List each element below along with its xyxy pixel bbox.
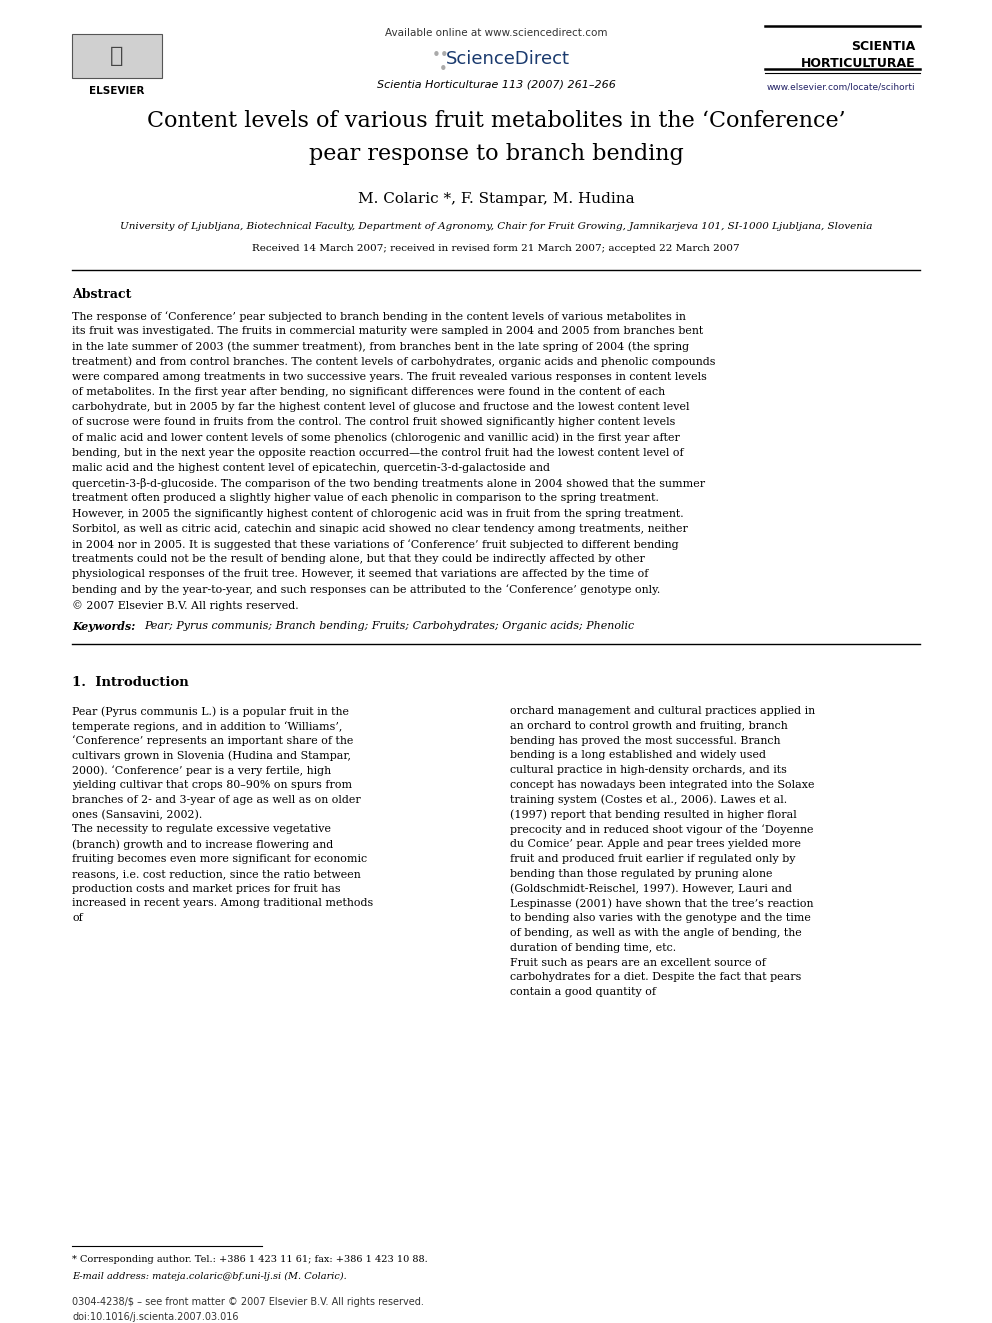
Text: treatment) and from control branches. The content levels of carbohydrates, organ: treatment) and from control branches. Th… — [72, 357, 715, 368]
Text: orchard management and cultural practices applied in: orchard management and cultural practice… — [510, 706, 815, 716]
Text: production costs and market prices for fruit has: production costs and market prices for f… — [72, 884, 340, 893]
Text: physiological responses of the fruit tree. However, it seemed that variations ar: physiological responses of the fruit tre… — [72, 569, 649, 579]
Text: duration of bending time, etc.: duration of bending time, etc. — [510, 943, 677, 953]
Text: concept has nowadays been integrated into the Solaxe: concept has nowadays been integrated int… — [510, 781, 814, 790]
Text: SCIENTIA: SCIENTIA — [851, 40, 915, 53]
Text: precocity and in reduced shoot vigour of the ‘Doyenne: precocity and in reduced shoot vigour of… — [510, 824, 813, 835]
Text: of malic acid and lower content levels of some phenolics (chlorogenic and vanill: of malic acid and lower content levels o… — [72, 433, 680, 443]
Text: its fruit was investigated. The fruits in commercial maturity were sampled in 20: its fruit was investigated. The fruits i… — [72, 327, 703, 336]
Text: in 2004 nor in 2005. It is suggested that these variations of ‘Conference’ fruit: in 2004 nor in 2005. It is suggested tha… — [72, 538, 679, 550]
Text: carbohydrate, but in 2005 by far the highest content level of glucose and fructo: carbohydrate, but in 2005 by far the hig… — [72, 402, 689, 413]
Text: were compared among treatments in two successive years. The fruit revealed vario: were compared among treatments in two su… — [72, 372, 707, 382]
Text: 🌳: 🌳 — [110, 46, 124, 66]
Text: branches of 2- and 3-year of age as well as on older: branches of 2- and 3-year of age as well… — [72, 795, 361, 804]
Text: ••
 •: •• • — [433, 48, 450, 77]
Text: cultural practice in high-density orchards, and its: cultural practice in high-density orchar… — [510, 765, 787, 775]
Text: Pear; Pyrus communis; Branch bending; Fruits; Carbohydrates; Organic acids; Phen: Pear; Pyrus communis; Branch bending; Fr… — [144, 620, 634, 631]
Text: 1.  Introduction: 1. Introduction — [72, 676, 188, 689]
Text: Lespinasse (2001) have shown that the tree’s reaction: Lespinasse (2001) have shown that the tr… — [510, 898, 813, 909]
Text: © 2007 Elsevier B.V. All rights reserved.: © 2007 Elsevier B.V. All rights reserved… — [72, 599, 299, 611]
Text: Fruit such as pears are an excellent source of: Fruit such as pears are an excellent sou… — [510, 958, 766, 967]
Text: Abstract: Abstract — [72, 288, 131, 302]
Text: Pear (Pyrus communis L.) is a popular fruit in the: Pear (Pyrus communis L.) is a popular fr… — [72, 706, 349, 717]
Text: malic acid and the highest content level of epicatechin, quercetin-3-d-galactosi: malic acid and the highest content level… — [72, 463, 550, 474]
Text: to bending also varies with the genotype and the time: to bending also varies with the genotype… — [510, 913, 810, 923]
Text: ‘Conference’ represents an important share of the: ‘Conference’ represents an important sha… — [72, 736, 353, 746]
Text: ones (Sansavini, 2002).: ones (Sansavini, 2002). — [72, 810, 202, 820]
Text: E-mail address: mateja.colaric@bf.uni-lj.si (M. Colaric).: E-mail address: mateja.colaric@bf.uni-lj… — [72, 1271, 347, 1281]
Text: However, in 2005 the significantly highest content of chlorogenic acid was in fr: However, in 2005 the significantly highe… — [72, 508, 683, 519]
Text: cultivars grown in Slovenia (Hudina and Stampar,: cultivars grown in Slovenia (Hudina and … — [72, 750, 351, 761]
Text: reasons, i.e. cost reduction, since the ratio between: reasons, i.e. cost reduction, since the … — [72, 869, 361, 878]
Text: The response of ‘Conference’ pear subjected to branch bending in the content lev: The response of ‘Conference’ pear subjec… — [72, 311, 685, 321]
Text: (1997) report that bending resulted in higher floral: (1997) report that bending resulted in h… — [510, 810, 797, 820]
Text: du Comice’ pear. Apple and pear trees yielded more: du Comice’ pear. Apple and pear trees yi… — [510, 839, 801, 849]
Text: Available online at www.sciencedirect.com: Available online at www.sciencedirect.co… — [385, 28, 607, 38]
Text: (Goldschmidt-Reischel, 1997). However, Lauri and: (Goldschmidt-Reischel, 1997). However, L… — [510, 884, 792, 894]
Text: www.elsevier.com/locate/scihorti: www.elsevier.com/locate/scihorti — [767, 83, 915, 93]
Text: an orchard to control growth and fruiting, branch: an orchard to control growth and fruitin… — [510, 721, 788, 730]
Text: temperate regions, and in addition to ‘Williams’,: temperate regions, and in addition to ‘W… — [72, 721, 342, 732]
Text: treatments could not be the result of bending alone, but that they could be indi: treatments could not be the result of be… — [72, 554, 645, 564]
Text: in the late summer of 2003 (the summer treatment), from branches bent in the lat: in the late summer of 2003 (the summer t… — [72, 341, 689, 352]
Text: training system (Costes et al., 2006). Lawes et al.: training system (Costes et al., 2006). L… — [510, 795, 787, 806]
Text: bending than those regulated by pruning alone: bending than those regulated by pruning … — [510, 869, 773, 878]
Text: ScienceDirect: ScienceDirect — [446, 50, 570, 67]
Text: doi:10.1016/j.scienta.2007.03.016: doi:10.1016/j.scienta.2007.03.016 — [72, 1312, 238, 1322]
Text: bending and by the year-to-year, and such responses can be attributed to the ‘Co: bending and by the year-to-year, and suc… — [72, 585, 661, 595]
Text: quercetin-3-β-d-glucoside. The comparison of the two bending treatments alone in: quercetin-3-β-d-glucoside. The compariso… — [72, 478, 705, 490]
Text: fruiting becomes even more significant for economic: fruiting becomes even more significant f… — [72, 855, 367, 864]
Text: fruit and produced fruit earlier if regulated only by: fruit and produced fruit earlier if regu… — [510, 855, 796, 864]
Text: bending, but in the next year the opposite reaction occurred—the control fruit h: bending, but in the next year the opposi… — [72, 447, 683, 458]
Text: increased in recent years. Among traditional methods: increased in recent years. Among traditi… — [72, 898, 373, 909]
Text: M. Colaric *, F. Stampar, M. Hudina: M. Colaric *, F. Stampar, M. Hudina — [358, 192, 634, 206]
Text: carbohydrates for a diet. Despite the fact that pears: carbohydrates for a diet. Despite the fa… — [510, 972, 802, 983]
Text: Sorbitol, as well as citric acid, catechin and sinapic acid showed no clear tend: Sorbitol, as well as citric acid, catech… — [72, 524, 687, 533]
Text: (branch) growth and to increase flowering and: (branch) growth and to increase flowerin… — [72, 839, 333, 849]
Text: Content levels of various fruit metabolites in the ‘Conference’: Content levels of various fruit metaboli… — [147, 110, 845, 132]
Text: bending is a long established and widely used: bending is a long established and widely… — [510, 750, 766, 761]
Text: yielding cultivar that crops 80–90% on spurs from: yielding cultivar that crops 80–90% on s… — [72, 781, 352, 790]
Text: treatment often produced a slightly higher value of each phenolic in comparison : treatment often produced a slightly high… — [72, 493, 659, 503]
Text: Keywords:: Keywords: — [72, 620, 135, 632]
Text: of: of — [72, 913, 82, 923]
Text: bending has proved the most successful. Branch: bending has proved the most successful. … — [510, 736, 781, 746]
Bar — [72, 34, 162, 78]
Text: of bending, as well as with the angle of bending, the: of bending, as well as with the angle of… — [510, 927, 802, 938]
Text: Scientia Horticulturae 113 (2007) 261–266: Scientia Horticulturae 113 (2007) 261–26… — [377, 79, 615, 90]
Text: The necessity to regulate excessive vegetative: The necessity to regulate excessive vege… — [72, 824, 331, 835]
Text: 2000). ‘Conference’ pear is a very fertile, high: 2000). ‘Conference’ pear is a very ferti… — [72, 765, 331, 777]
Text: of sucrose were found in fruits from the control. The control fruit showed signi: of sucrose were found in fruits from the… — [72, 417, 676, 427]
Text: of metabolites. In the first year after bending, no significant differences were: of metabolites. In the first year after … — [72, 388, 665, 397]
Text: * Corresponding author. Tel.: +386 1 423 11 61; fax: +386 1 423 10 88.: * Corresponding author. Tel.: +386 1 423… — [72, 1256, 428, 1263]
Text: 0304-4238/$ – see front matter © 2007 Elsevier B.V. All rights reserved.: 0304-4238/$ – see front matter © 2007 El… — [72, 1297, 424, 1307]
Text: ELSEVIER: ELSEVIER — [89, 86, 145, 97]
Text: University of Ljubljana, Biotechnical Faculty, Department of Agronomy, Chair for: University of Ljubljana, Biotechnical Fa… — [120, 222, 872, 232]
Text: HORTICULTURAE: HORTICULTURAE — [801, 57, 915, 70]
Text: pear response to branch bending: pear response to branch bending — [309, 143, 683, 165]
Text: contain a good quantity of: contain a good quantity of — [510, 987, 656, 998]
Text: Received 14 March 2007; received in revised form 21 March 2007; accepted 22 Marc: Received 14 March 2007; received in revi… — [252, 243, 740, 253]
